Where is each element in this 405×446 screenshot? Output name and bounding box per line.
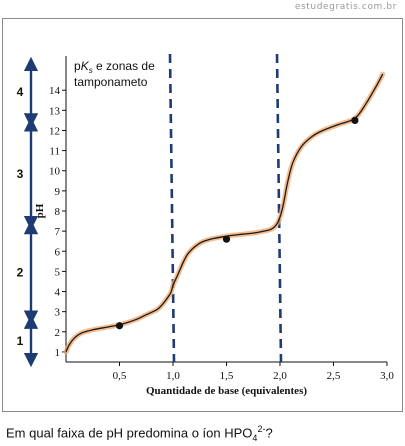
y-tick-label: 4 (55, 287, 61, 299)
y-axis-title: pH (34, 203, 46, 218)
zone-label: 3 (17, 167, 24, 181)
x-tick-label: 3,0 (380, 370, 394, 382)
x-tick-label: 2,0 (273, 370, 287, 382)
y-tick-label: 11 (49, 146, 60, 158)
y-tick-label: 5 (55, 266, 61, 278)
pk-point (115, 322, 124, 330)
question-main: Em qual faixa de pH predomina o íon HPO (6, 425, 253, 441)
y-tick-label: 10 (49, 166, 61, 178)
question-ending: ? (265, 425, 273, 441)
pk-points (115, 116, 359, 330)
y-tick-label: 12 (49, 125, 60, 137)
y-tick-label: 13 (49, 105, 61, 117)
equivalence-dashed-line (275, 53, 283, 363)
x-axis-title: Quantidade de base (equivalentes) (146, 385, 307, 397)
titration-curve (65, 73, 384, 353)
x-tick-label: 2,5 (327, 370, 341, 382)
y-tick-label: 8 (55, 206, 61, 218)
pk-point (351, 116, 359, 124)
buffer-zones: 1 2 3 4 (17, 56, 39, 368)
x-tick-label: 1,5 (220, 370, 234, 382)
y-tick-label: 7 (55, 226, 61, 238)
y-tick-label: 1 (55, 347, 61, 359)
equivalence-dashed-line (168, 53, 176, 363)
y-tick-label: 2 (55, 327, 61, 339)
question-superscript: 2- (257, 424, 266, 434)
annotation-line1: pKs e zonas de (74, 59, 155, 75)
question-subscript: 4 (252, 432, 258, 443)
annotation-box: pKs e zonas de tamponameto (72, 56, 166, 90)
x-axis-ticks: 0,5 1,0 1,5 2,0 2,5 3,0 (113, 362, 394, 382)
zone-label: 1 (17, 334, 24, 348)
zone-label: 2 (17, 265, 24, 279)
equivalence-lines (168, 53, 283, 363)
y-tick-label: 3 (55, 307, 61, 319)
watermark: estudegratis.com.br (294, 2, 397, 12)
x-tick-label: 0,5 (113, 370, 127, 382)
y-tick-label: 6 (55, 246, 61, 258)
pk-point (222, 235, 231, 243)
x-tick-label: 1,0 (166, 370, 180, 382)
y-tick-label: 14 (49, 85, 61, 97)
titration-curve-glow (63, 71, 386, 355)
zone-label: 4 (17, 85, 24, 99)
annotation-line2: tamponameto (74, 75, 148, 89)
question-text: Em qual faixa de pH predomina o íon HPO4… (6, 424, 273, 443)
y-tick-label: 9 (55, 186, 61, 198)
